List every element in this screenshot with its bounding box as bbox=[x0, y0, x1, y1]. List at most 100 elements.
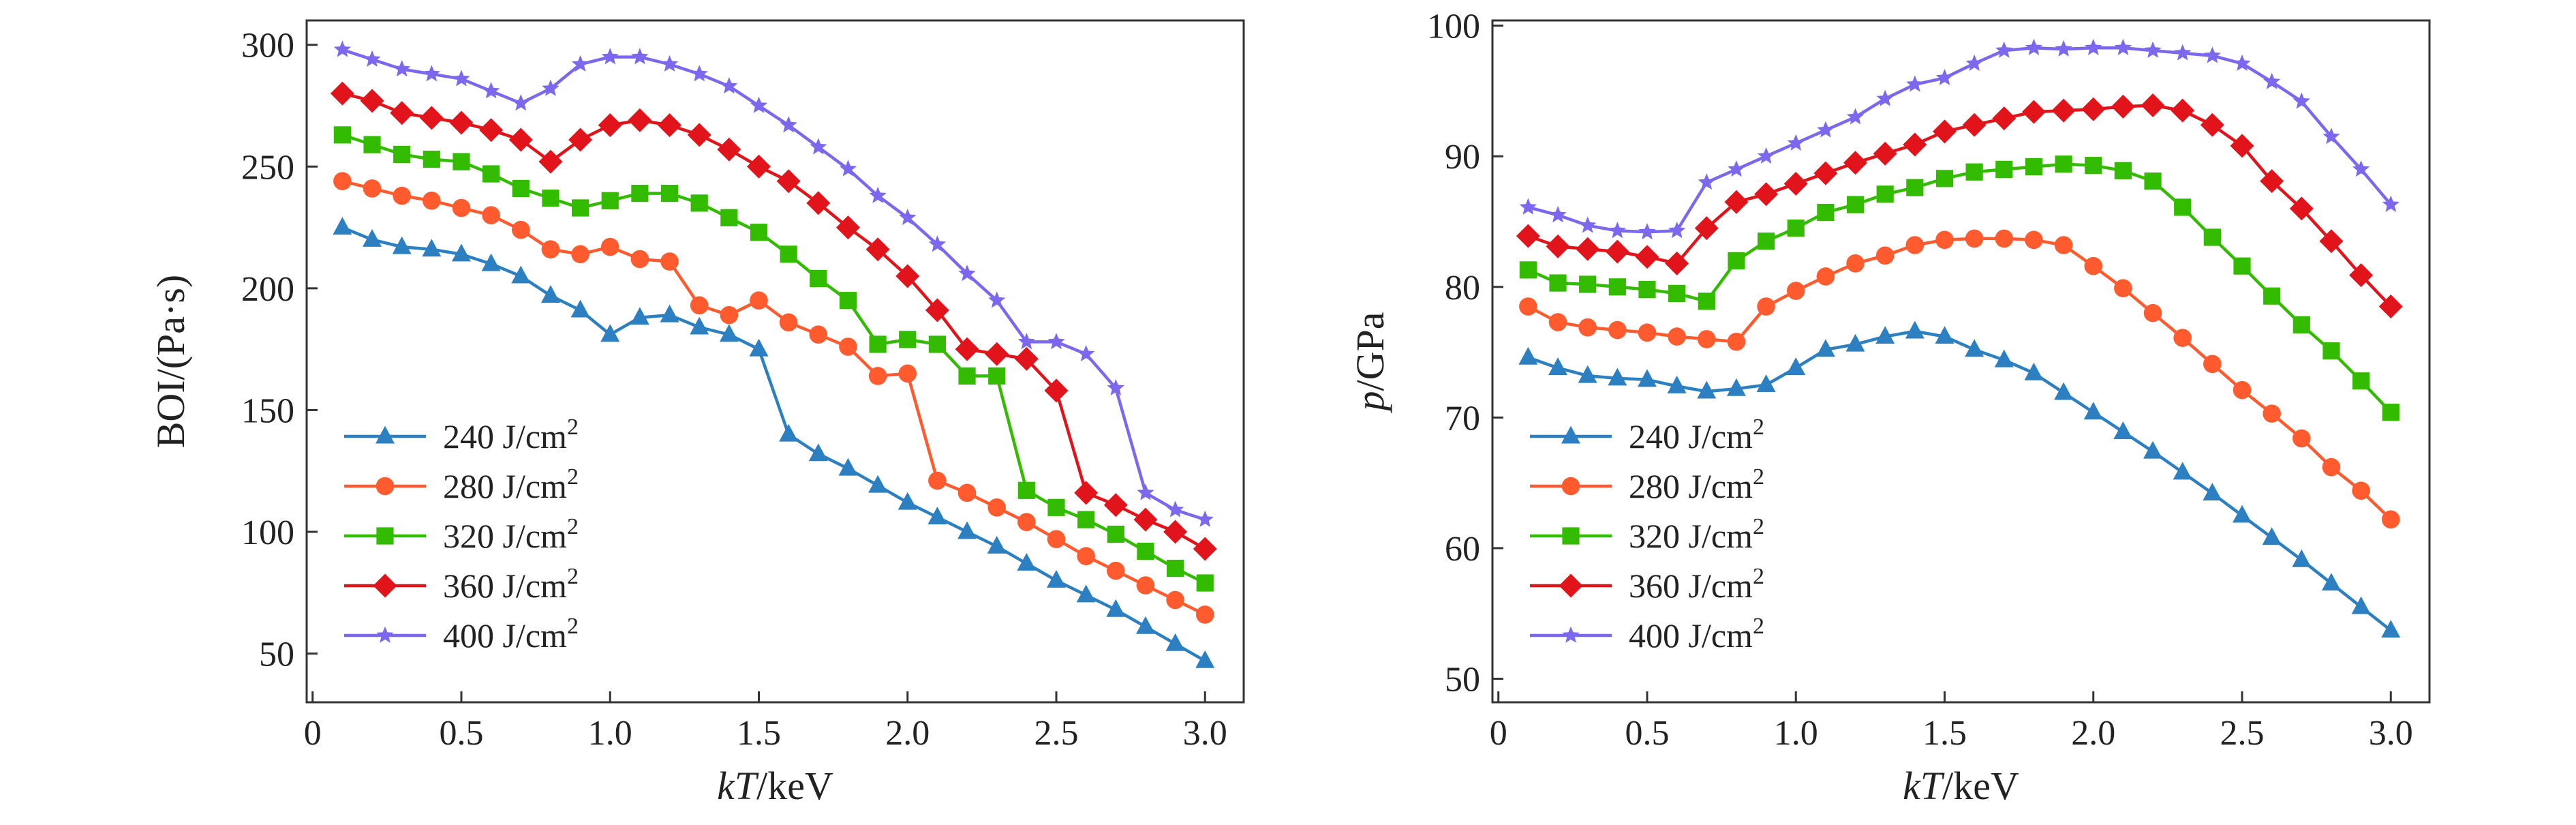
data-point bbox=[333, 172, 352, 191]
data-point bbox=[330, 81, 354, 106]
data-point bbox=[2171, 98, 2195, 123]
data-point bbox=[1935, 326, 1954, 344]
legend-marker bbox=[375, 477, 395, 496]
data-point bbox=[1965, 163, 1983, 181]
data-point bbox=[898, 492, 917, 510]
legend-label-superscript: 2 bbox=[1753, 514, 1764, 539]
data-point bbox=[839, 292, 857, 310]
data-point bbox=[1697, 380, 1717, 399]
data-point bbox=[1816, 267, 1835, 286]
data-point bbox=[542, 190, 559, 207]
data-point bbox=[2055, 155, 2072, 173]
x-tick-label: 3.0 bbox=[1183, 714, 1227, 753]
data-point bbox=[868, 475, 888, 493]
data-point bbox=[1813, 161, 1838, 185]
data-point bbox=[479, 118, 504, 142]
data-point bbox=[2289, 196, 2314, 221]
data-point bbox=[1107, 561, 1125, 580]
y-axis-label-unit: /GPa bbox=[1348, 312, 1392, 391]
data-point bbox=[1195, 650, 1215, 668]
data-point bbox=[2144, 41, 2162, 58]
data-point bbox=[1549, 274, 1567, 292]
data-point bbox=[1935, 68, 1954, 86]
data-point bbox=[1578, 318, 1597, 337]
data-point bbox=[988, 367, 1006, 385]
data-point bbox=[512, 94, 530, 111]
data-point bbox=[601, 192, 619, 209]
y-tick-label: 150 bbox=[241, 391, 294, 430]
legend-label: 280 J/cm2 bbox=[1629, 464, 1764, 505]
data-point bbox=[1843, 151, 1868, 175]
data-point bbox=[925, 298, 949, 322]
legend-label: 400 J/cm2 bbox=[443, 614, 579, 655]
y-tick-label: 60 bbox=[1445, 530, 1480, 569]
data-point bbox=[749, 338, 769, 357]
legend-item: 320 J/cm2 bbox=[344, 514, 579, 555]
data-point bbox=[541, 240, 560, 259]
data-point bbox=[1519, 198, 1537, 215]
data-point bbox=[2025, 230, 2043, 250]
data-point bbox=[958, 265, 976, 282]
data-point bbox=[1668, 222, 1686, 239]
data-point bbox=[1817, 204, 1835, 222]
data-point bbox=[2352, 481, 2370, 500]
data-point bbox=[2233, 380, 2252, 400]
x-axis-label-var: kT bbox=[1903, 764, 1945, 808]
data-point bbox=[985, 342, 1009, 366]
data-point bbox=[1195, 605, 1214, 624]
data-point bbox=[1727, 332, 1746, 351]
data-point bbox=[1873, 141, 1897, 166]
y-tick-label: 80 bbox=[1445, 269, 1480, 308]
y-tick-label: 50 bbox=[259, 635, 294, 674]
data-point bbox=[393, 145, 411, 164]
data-point bbox=[1995, 41, 2013, 58]
legend-marker bbox=[376, 527, 394, 545]
data-point bbox=[839, 160, 857, 177]
data-point bbox=[1724, 190, 1749, 214]
series-square bbox=[1519, 155, 2399, 421]
data-point bbox=[779, 313, 798, 332]
data-point bbox=[2174, 44, 2192, 61]
data-point bbox=[1787, 219, 1805, 237]
data-point bbox=[2263, 72, 2281, 89]
data-point bbox=[1548, 357, 1568, 376]
data-point bbox=[1608, 278, 1626, 296]
x-axis-label: kT/keV bbox=[1903, 764, 2019, 808]
data-point bbox=[895, 264, 920, 288]
data-point bbox=[1605, 239, 1629, 264]
data-point bbox=[869, 186, 887, 203]
x-tick-label: 2.5 bbox=[1034, 714, 1079, 753]
data-point bbox=[1667, 375, 1687, 393]
data-point bbox=[1635, 245, 1659, 269]
data-point bbox=[453, 153, 470, 170]
data-point bbox=[2055, 40, 2072, 57]
data-point bbox=[1817, 121, 1835, 138]
data-point bbox=[2233, 257, 2251, 275]
x-tick-label: 1.5 bbox=[737, 714, 781, 753]
x-tick-label: 2.0 bbox=[2071, 714, 2115, 753]
legend-label-superscript: 2 bbox=[1753, 415, 1764, 440]
y-tick-label: 200 bbox=[241, 270, 294, 309]
data-point bbox=[780, 116, 797, 133]
data-point bbox=[393, 186, 411, 205]
legend-marker bbox=[1562, 527, 1580, 545]
data-point bbox=[1578, 365, 1597, 383]
data-point bbox=[2173, 462, 2192, 480]
data-point bbox=[1047, 498, 1065, 516]
series-square bbox=[333, 126, 1214, 592]
data-point bbox=[363, 136, 381, 153]
data-point bbox=[2203, 228, 2221, 246]
legend-label-name: 280 J/cm bbox=[443, 467, 567, 505]
data-point bbox=[1579, 275, 1597, 293]
data-point bbox=[1876, 185, 1894, 203]
data-point bbox=[571, 55, 589, 72]
data-point bbox=[1137, 483, 1154, 500]
legend-label: 360 J/cm2 bbox=[443, 564, 579, 605]
data-point bbox=[1698, 173, 1715, 190]
data-point bbox=[1783, 171, 1808, 196]
data-point bbox=[422, 239, 442, 257]
data-point bbox=[1136, 576, 1155, 595]
series-diamond bbox=[330, 81, 1217, 561]
data-point bbox=[1107, 378, 1124, 396]
